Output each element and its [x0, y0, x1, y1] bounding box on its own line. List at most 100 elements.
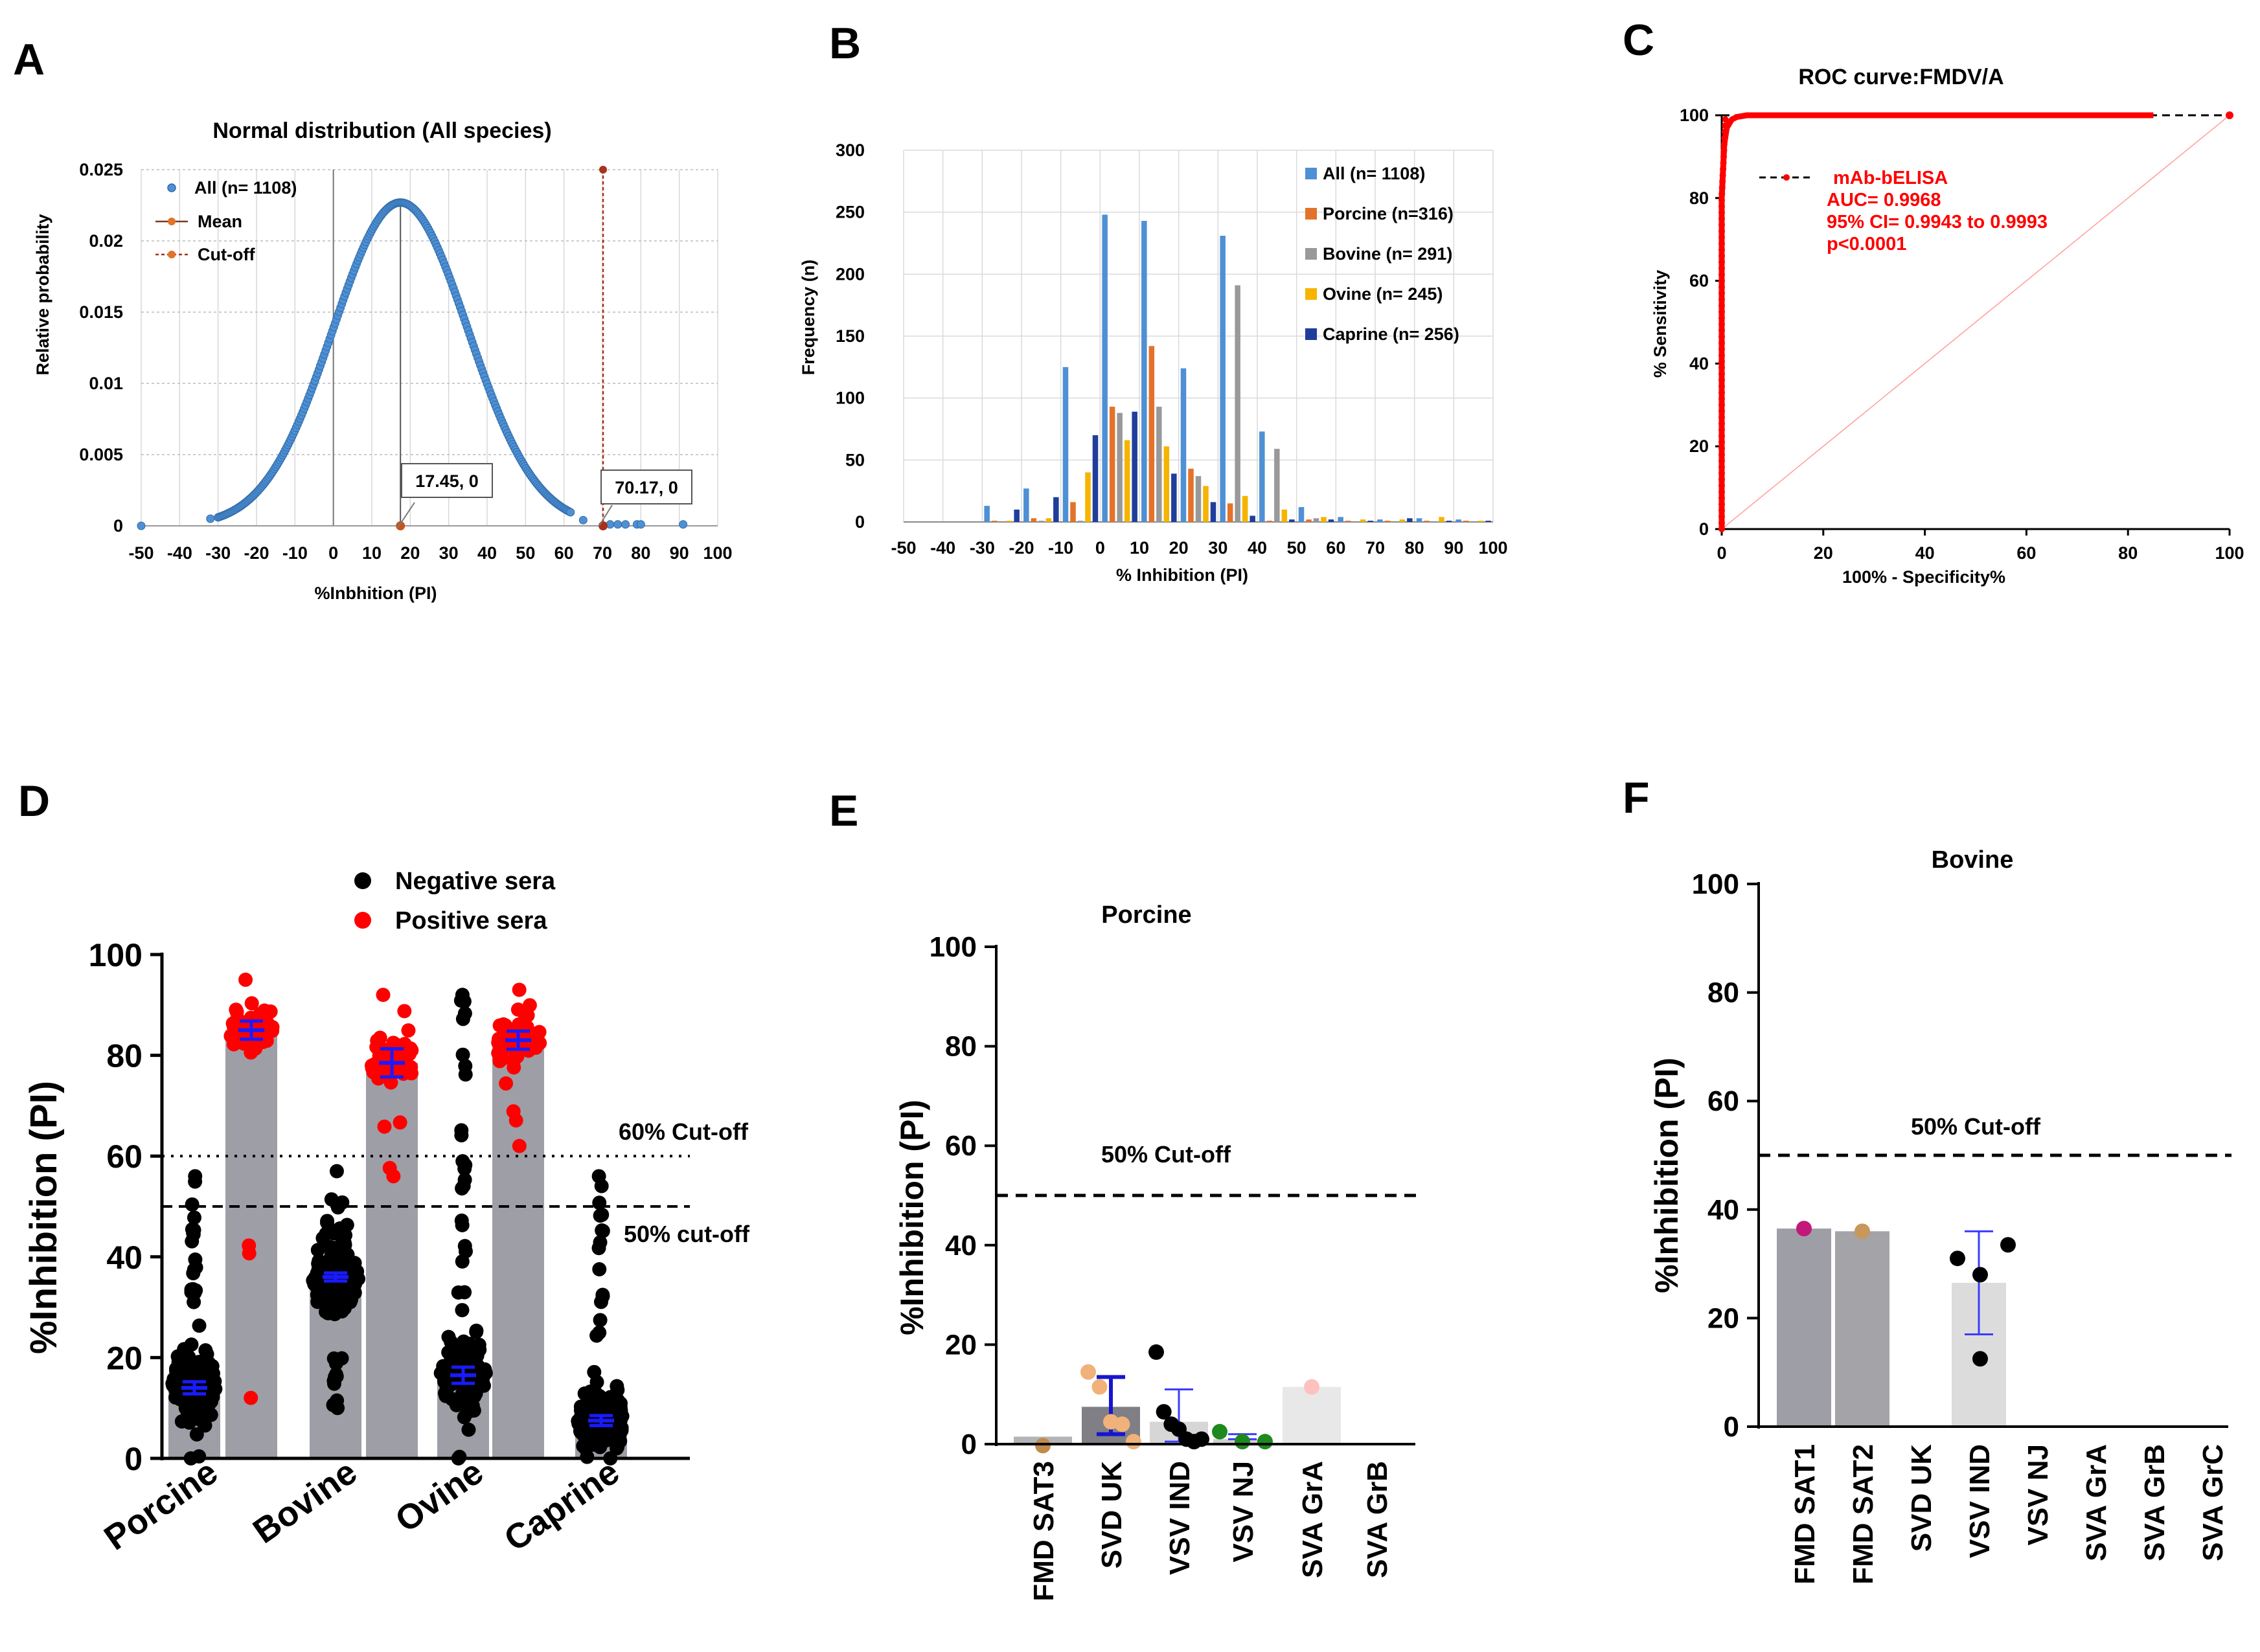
- panel-d-positive-point: [401, 1062, 416, 1077]
- panel-d-bar: [492, 1040, 544, 1458]
- panel-c-x-tick: 20: [1814, 543, 1833, 563]
- panel-e-point: [1235, 1434, 1250, 1450]
- panel-d-negative-point: [593, 1313, 608, 1328]
- panel-c-roc-point: [1718, 221, 1725, 229]
- panel-d-positive-point: [532, 1024, 547, 1039]
- panel-c-x-axis-label: 100% - Specificity%: [1842, 567, 2005, 587]
- panel-b-bar: [1306, 519, 1312, 522]
- panel-c-y-tick: 100: [1680, 106, 1709, 125]
- panel-c-roc-point: [1718, 184, 1726, 191]
- panel-e-point: [1114, 1416, 1130, 1432]
- panel-d-negative-point: [453, 993, 468, 1008]
- panel-c-roc-point: [1718, 526, 1725, 532]
- panel-b-bar: [1298, 507, 1305, 522]
- panel-c-roc-point: [1718, 284, 1725, 291]
- panel-a-outlier-point: [613, 520, 622, 529]
- panel-d-positive-point: [238, 972, 253, 987]
- panel-b-bar: [1313, 518, 1319, 522]
- panel-b-bar: [1085, 472, 1091, 522]
- panel-b-bar: [1092, 435, 1099, 522]
- panel-e-x-tick: VSV NJ: [1227, 1461, 1259, 1563]
- panel-b-bar: [1235, 285, 1240, 522]
- panel-d-positive-point: [529, 1037, 543, 1052]
- panel-b-x-tick: -10: [1048, 538, 1073, 558]
- panel-c-roc-point: [1718, 519, 1725, 526]
- panel-f-point: [1950, 1250, 1965, 1267]
- panel-d-positive-point: [244, 1390, 258, 1405]
- panel-b-bar: [1289, 519, 1295, 522]
- panel-e-cutoff-label: 50% Cut-off: [1101, 1141, 1231, 1168]
- panel-b-x-axis-label: % Inhibition (PI): [1116, 565, 1248, 585]
- panel-d-negative-point: [187, 1262, 201, 1277]
- panel-b-bar: [1266, 521, 1273, 522]
- panel-d-negative-point: [455, 1254, 470, 1269]
- panel-a-y-tick: 0.015: [79, 302, 123, 322]
- panel-a-x-tick: -40: [167, 543, 192, 563]
- panel-f-y-tick-labels: 0 20 40 60 80 100: [1692, 868, 1739, 1443]
- panel-e-point: [1126, 1434, 1141, 1450]
- panel-b-bar: [1384, 521, 1391, 522]
- panel-a-outlier-point: [137, 521, 146, 530]
- panel-b-x-tick: 100: [1478, 538, 1507, 558]
- panel-b-x-tick: 30: [1208, 538, 1227, 558]
- roc-p-text: p<0.0001: [1827, 234, 1906, 255]
- panel-d-positive-point: [376, 988, 391, 1002]
- legend-all-label: All (n= 1108): [194, 178, 297, 198]
- panel-c-roc-point: [1718, 407, 1725, 414]
- panel-c-roc-point: [1718, 333, 1725, 340]
- panel-f-point: [1796, 1221, 1812, 1237]
- panel-b-y-tick: 0: [855, 512, 865, 532]
- panel-d-negative-point: [610, 1379, 624, 1394]
- panel-e-bar: [1283, 1386, 1341, 1444]
- panel-d-positive-point: [518, 1008, 532, 1023]
- panel-b-bar: [1321, 517, 1327, 522]
- panel-d-cutoff-60-label: 60% Cut-off: [619, 1118, 749, 1145]
- panel-d-negative-point: [172, 1361, 187, 1376]
- panel-c-roc-point: [1720, 159, 1727, 166]
- panel-d-positive-point: [512, 1138, 527, 1153]
- panel-a-x-tick: 100: [703, 543, 732, 563]
- panel-d-negative-point: [199, 1354, 214, 1369]
- panel-b-legend-label: Caprine (n= 256): [1323, 324, 1459, 344]
- panel-e-x-tick: SVA GrB: [1362, 1461, 1393, 1578]
- panel-b-x-tick: -40: [930, 538, 955, 558]
- panel-c-roc-point: [1718, 339, 1725, 346]
- panel-b-bar: [1141, 221, 1147, 522]
- panel-c-roc-point: [1718, 451, 1725, 458]
- panel-a-x-tick: 50: [516, 543, 535, 563]
- panel-d-negative-point: [321, 1306, 336, 1320]
- panel-c-roc-point: [1718, 445, 1725, 452]
- panel-d-positive-point: [372, 1045, 387, 1059]
- panel-b-x-tick: -50: [891, 538, 916, 558]
- panel-d-positive-point: [263, 1004, 278, 1019]
- panel-b-bar: [1281, 509, 1288, 522]
- panel-d-y-tick: 60: [106, 1138, 143, 1175]
- panel-d-positive-point: [382, 1160, 397, 1175]
- panel-a-x-tick-labels: -50 -40 -30 -20 -10 0 10 20 30 40 50 60 70 80 90 100: [128, 543, 732, 563]
- panel-d-y-axis-label: %Inhibition (PI): [23, 1081, 65, 1354]
- panel-d-negative-point: [455, 1303, 470, 1318]
- panel-c-y-tick: 0: [1699, 519, 1709, 539]
- panel-d-negative-point: [457, 1006, 472, 1021]
- panel-a-y-tick: 0: [113, 516, 123, 536]
- panel-b-bar: [984, 506, 990, 522]
- panel-c-roc-point: [1718, 352, 1725, 359]
- panel-e-x-tick: FMD SAT3: [1028, 1461, 1060, 1601]
- panel-a-outlier-point: [636, 520, 645, 529]
- legend-negative-label: Negative sera: [395, 868, 556, 895]
- panel-c-roc-point: [1718, 376, 1725, 383]
- panel-b-bar: [1360, 519, 1366, 522]
- panel-d-positive-point: [256, 1034, 271, 1049]
- panel-c-x-tick: 0: [1717, 543, 1726, 563]
- panel-c-x-tick: 100: [2215, 543, 2244, 563]
- panel-d-negative-point: [168, 1373, 183, 1388]
- panel-d-negative-point: [325, 1285, 340, 1300]
- panel-e-y-tick-labels: 0 20 40 60 80 100: [930, 931, 977, 1460]
- panel-c-roc-point: [1718, 308, 1725, 315]
- panel-e-point: [1091, 1379, 1108, 1395]
- panel-b-bar: [1227, 503, 1233, 522]
- panel-d-y-tick: 80: [106, 1038, 143, 1074]
- panel-c-y-axis-label: % Sensitivity: [1650, 270, 1670, 378]
- panel-b-x-tick: 50: [1287, 538, 1307, 558]
- panel-b-bar: [1478, 521, 1484, 522]
